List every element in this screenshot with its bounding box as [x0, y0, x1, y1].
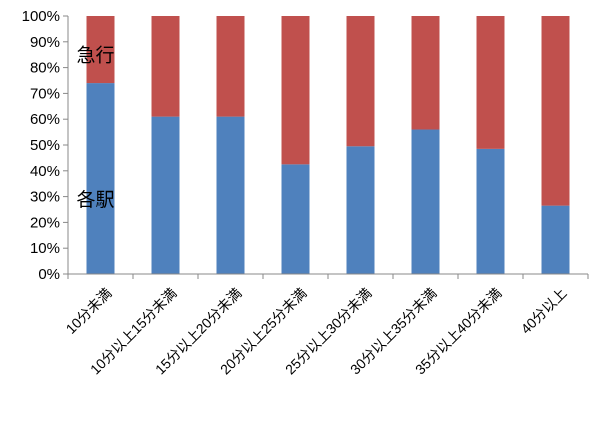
y-tick-label: 80% [30, 60, 60, 77]
bar-segment-kyuko-3 [281, 16, 310, 165]
bar-segment-kakueki-3 [281, 164, 310, 274]
legend-label-kyuko: 急行 [77, 45, 115, 67]
bars-group [86, 16, 570, 275]
bar-segment-kyuko-6 [476, 16, 505, 149]
bar-segment-kakueki-0 [86, 83, 115, 274]
y-tick-label: 20% [30, 214, 60, 231]
bar-segment-kyuko-1 [151, 16, 180, 117]
x-tick-label: 10分未満 [63, 285, 115, 337]
y-tick-label: 40% [30, 163, 60, 180]
y-tick-labels: 0% 10% 20% 30% 40% 50% 60% 70% 80% 90% 100% [22, 8, 60, 283]
y-tick-label: 10% [30, 240, 60, 257]
bar-segment-kakueki-1 [151, 116, 180, 275]
y-tick-label: 90% [30, 34, 60, 51]
y-tick-label: 60% [30, 111, 60, 128]
y-tick-label: 50% [30, 137, 60, 154]
bar-segment-kyuko-0 [86, 16, 115, 84]
y-tick-label: 70% [30, 85, 60, 102]
y-tick-label: 30% [30, 189, 60, 206]
bar-segment-kakueki-5 [411, 129, 440, 274]
bar-segment-kakueki-2 [216, 116, 245, 275]
y-tick-label: 0% [38, 266, 60, 283]
axes-group [63, 15, 589, 279]
legend-label-kakueki: 各駅 [77, 189, 115, 211]
bar-segment-kyuko-5 [411, 16, 440, 130]
bar-segment-kyuko-2 [216, 16, 245, 117]
x-tick-label: 40分以上 [518, 285, 570, 337]
bar-segment-kyuko-7 [541, 16, 570, 206]
y-tick-label: 100% [22, 8, 60, 25]
bar-segment-kakueki-4 [346, 146, 375, 274]
bar-segment-kakueki-6 [476, 148, 505, 274]
bar-segment-kyuko-4 [346, 16, 375, 147]
x-tick-labels: 10分未満10分以上15分未満15分以上20分未満20分以上25分未満25分以上… [63, 285, 570, 378]
bar-segment-kakueki-7 [541, 205, 570, 274]
